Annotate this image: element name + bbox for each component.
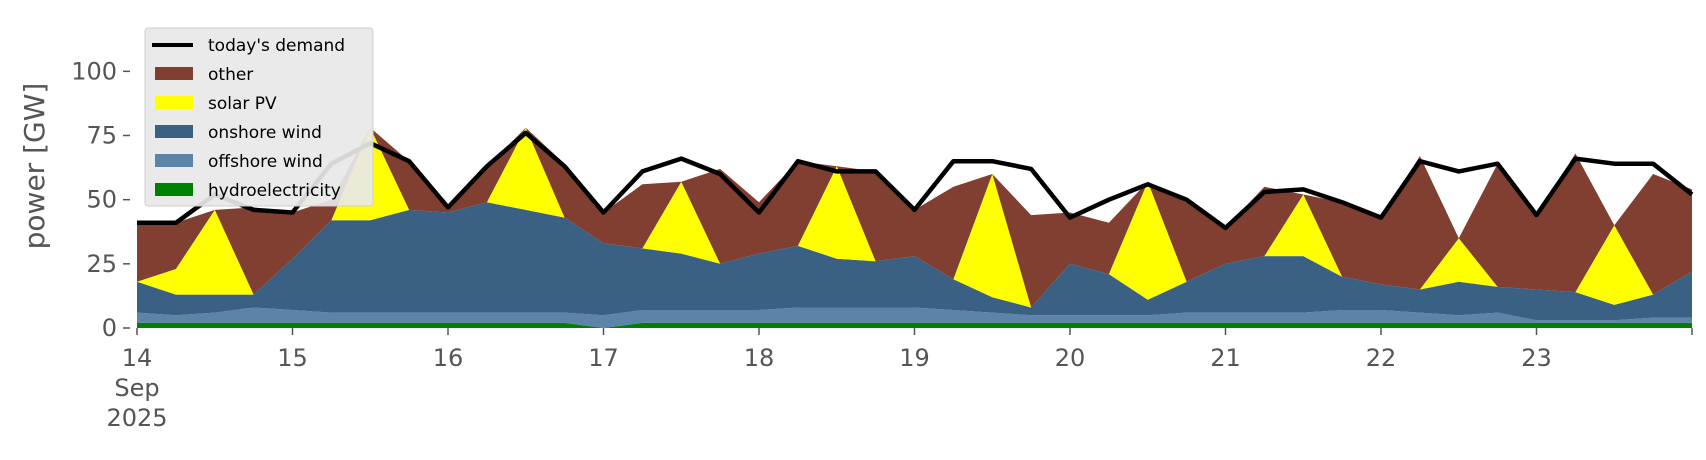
- legend-swatch-hydro: [155, 183, 193, 196]
- y-axis-label: power [GW]: [18, 83, 51, 250]
- x-tick-label: 19: [899, 344, 930, 372]
- x-tick-label: 14: [122, 344, 153, 372]
- x-tick-label: 23: [1521, 344, 1552, 372]
- stacked-areas: [137, 127, 1692, 328]
- legend-label-onshore: onshore wind: [208, 123, 322, 143]
- legend-label-offshore: offshore wind: [208, 152, 323, 172]
- legend-label-demand: today's demand: [208, 36, 345, 56]
- area-onshore-wind: [137, 202, 1692, 321]
- demand-layer: [137, 130, 1694, 231]
- legend-label-other: other: [208, 65, 253, 85]
- legend-swatch-offshore: [155, 154, 193, 167]
- x-tick-label: 22: [1366, 344, 1397, 372]
- line-todays-demand: [137, 130, 1694, 231]
- legend-swatch-onshore: [155, 125, 193, 138]
- x-tick-label: 17: [588, 344, 619, 372]
- y-tick-label: 50: [86, 186, 117, 214]
- legend: today's demand other solar PV onshore wi…: [144, 27, 374, 207]
- x-tick-label: 20: [1055, 344, 1086, 372]
- area-solar-pv: [137, 127, 1692, 308]
- legend-swatch-other: [155, 67, 193, 80]
- legend-label-solar: solar PV: [208, 94, 277, 114]
- x-tick-label: 18: [744, 344, 775, 372]
- y-tick-label: 25: [86, 250, 117, 278]
- area-offshore-wind: [137, 307, 1692, 328]
- area-other: [137, 127, 1692, 308]
- legend-label-hydro: hydroelectricity: [208, 181, 341, 201]
- x-tick-label: 21: [1210, 344, 1241, 372]
- x-tick-label: 16: [433, 344, 464, 372]
- legend-frame: [144, 27, 374, 207]
- x-tick-label: Sep: [114, 374, 159, 402]
- y-tick-label: 0: [102, 314, 117, 342]
- y-tick-label: 75: [86, 122, 117, 150]
- area-hydroelectricity: [137, 322, 1692, 328]
- x-tick-label: 15: [277, 344, 308, 372]
- x-tick-label: 2025: [106, 404, 167, 432]
- legend-swatch-solar: [155, 96, 193, 109]
- y-tick-label: 100: [71, 57, 117, 85]
- y-axis: 0 25 50 75 100: [71, 57, 130, 342]
